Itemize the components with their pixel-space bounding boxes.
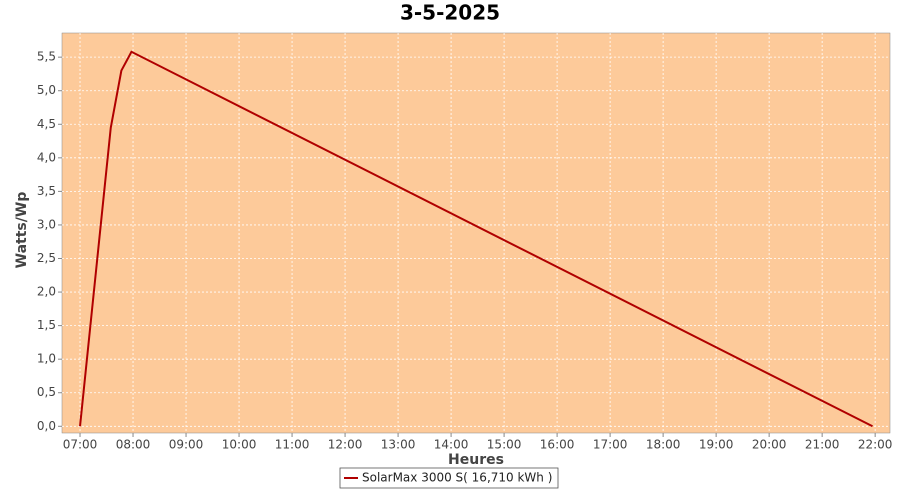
x-tick-label: 19:00 bbox=[699, 438, 734, 452]
x-tick-label: 16:00 bbox=[540, 438, 575, 452]
x-tick-label: 21:00 bbox=[805, 438, 840, 452]
x-tick-label: 13:00 bbox=[381, 438, 416, 452]
y-tick-label: 4,5 bbox=[37, 117, 56, 131]
y-tick-label: 4,0 bbox=[37, 150, 56, 164]
y-tick-label: 5,0 bbox=[37, 83, 56, 97]
x-tick-label: 22:00 bbox=[858, 438, 893, 452]
chart-title: 3-5-2025 bbox=[400, 1, 500, 25]
x-tick-label: 14:00 bbox=[434, 438, 469, 452]
x-tick-label: 07:00 bbox=[63, 438, 98, 452]
y-tick-label: 0,5 bbox=[37, 385, 56, 399]
x-tick-label: 08:00 bbox=[116, 438, 151, 452]
y-tick-label: 5,5 bbox=[37, 50, 56, 64]
x-tick-label: 18:00 bbox=[646, 438, 681, 452]
y-tick-label: 1,0 bbox=[37, 352, 56, 366]
x-axis-label: Heures bbox=[448, 452, 504, 468]
y-tick-label: 2,5 bbox=[37, 251, 56, 265]
x-tick-label: 12:00 bbox=[328, 438, 363, 452]
x-tick-label: 10:00 bbox=[222, 438, 257, 452]
legend-label: SolarMax 3000 S( 16,710 kWh ) bbox=[362, 471, 552, 485]
series-line bbox=[79, 50, 873, 428]
x-tick-label: 17:00 bbox=[593, 438, 628, 452]
y-tick-label: 3,5 bbox=[37, 184, 56, 198]
y-axis-label: Watts/Wp bbox=[14, 192, 30, 269]
x-tick-label: 11:00 bbox=[275, 438, 310, 452]
y-tick-label: 1,5 bbox=[37, 318, 56, 332]
y-tick-label: 0,0 bbox=[37, 419, 56, 433]
x-tick-label: 09:00 bbox=[169, 438, 204, 452]
y-tick-label: 3,0 bbox=[37, 217, 56, 231]
legend-box bbox=[339, 467, 559, 489]
x-tick-label: 15:00 bbox=[487, 438, 522, 452]
y-tick-label: 2,0 bbox=[37, 285, 56, 299]
x-tick-label: 20:00 bbox=[752, 438, 787, 452]
